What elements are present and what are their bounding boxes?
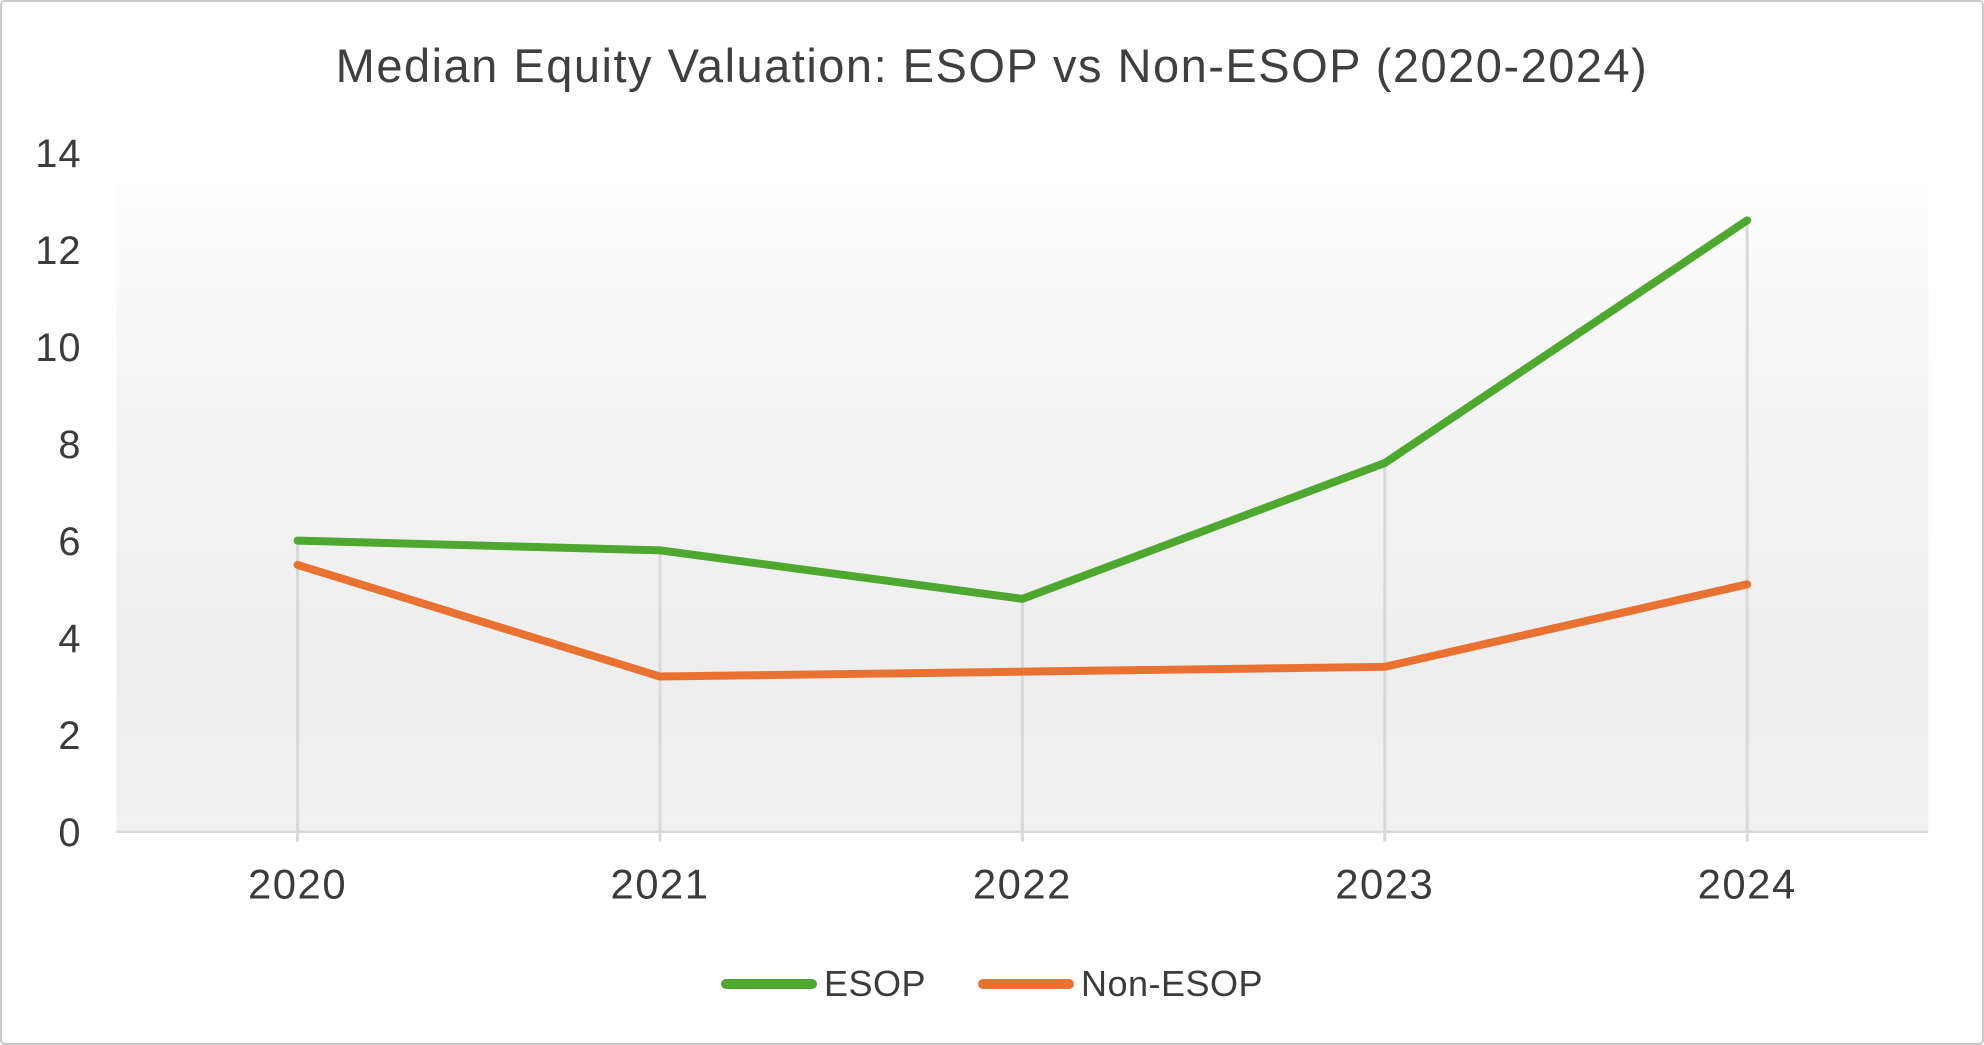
esop-line-swatch-icon: [720, 979, 817, 989]
series-lines: [293, 216, 1752, 681]
x-axis-category-label-2023: 2023: [1335, 861, 1434, 908]
legend-label-esop: ESOP: [823, 963, 926, 1004]
y-axis-tick-label-14: 14: [35, 132, 81, 176]
y-axis-tick-label-6: 6: [58, 520, 81, 564]
y-axis-tick-label-8: 8: [58, 423, 81, 467]
category-drop-lines: [296, 220, 1749, 842]
x-axis-category-label-2020: 2020: [248, 861, 347, 908]
y-axis-tick-label-10: 10: [35, 326, 81, 370]
y-axis-tick-labels: 0 2 4 6 8 10 12 14: [35, 132, 81, 855]
chart-legend: ESOP Non-ESOP: [2, 963, 1982, 1005]
legend-item-esop: ESOP: [720, 963, 926, 1005]
series-line-non-esop: [293, 560, 1752, 681]
x-axis-category-label-2024: 2024: [1698, 861, 1797, 908]
y-axis-tick-label-2: 2: [58, 714, 81, 758]
legend-item-non-esop: Non-ESOP: [977, 963, 1264, 1005]
x-axis-category-labels: 2020 2021 2022 2023 2024: [248, 861, 1797, 908]
y-axis-tick-label-12: 12: [35, 229, 81, 273]
y-axis-tick-label-0: 0: [58, 811, 81, 855]
non-esop-line-swatch-icon: [977, 979, 1074, 989]
series-line-esop: [293, 216, 1752, 603]
x-axis-category-label-2021: 2021: [610, 861, 709, 908]
y-axis-tick-label-4: 4: [58, 617, 81, 661]
legend-label-non-esop: Non-ESOP: [1080, 963, 1264, 1004]
x-axis-category-label-2022: 2022: [973, 861, 1072, 908]
chart-title: Median Equity Valuation: ESOP vs Non-ESO…: [335, 39, 1649, 92]
